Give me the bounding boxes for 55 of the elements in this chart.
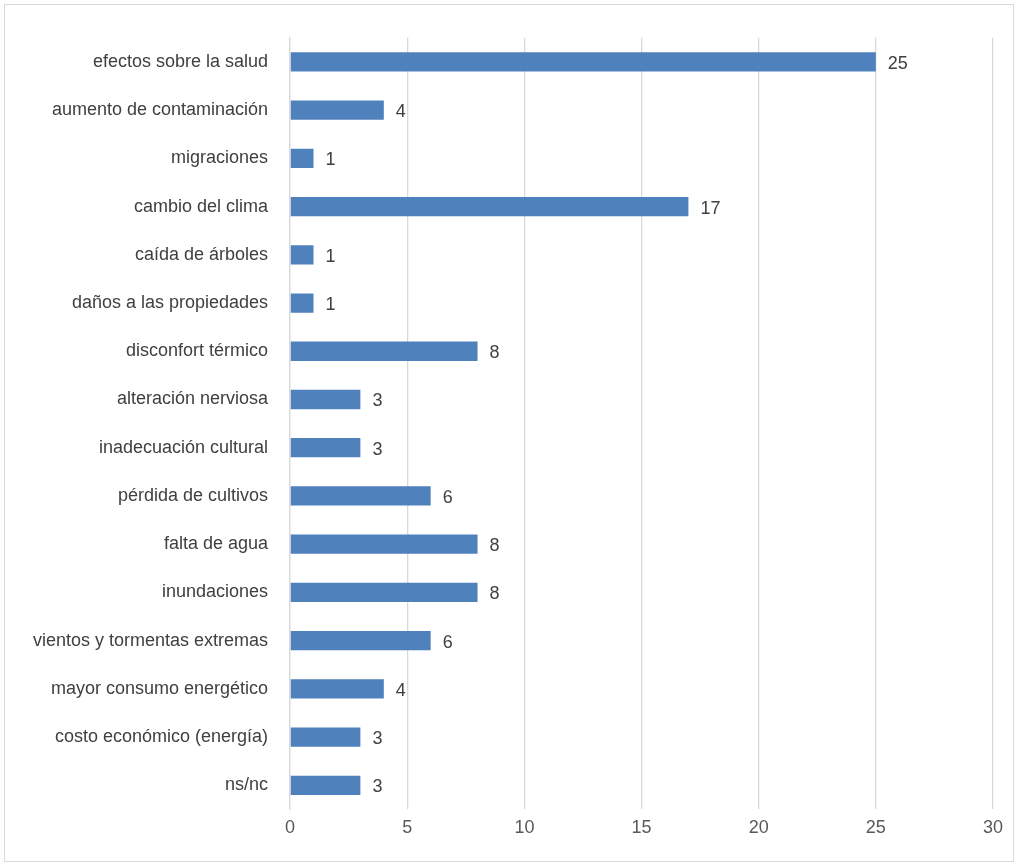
- data-label: 6: [442, 631, 453, 652]
- data-label: 8: [489, 583, 500, 604]
- x-tick-label: 0: [285, 817, 296, 838]
- y-tick-label: caída de árboles: [135, 243, 269, 264]
- bar: [290, 341, 478, 361]
- bar: [290, 775, 361, 795]
- bar: [290, 148, 314, 169]
- data-label: 25: [887, 52, 908, 73]
- data-label: 4: [395, 101, 406, 122]
- bar: [290, 534, 478, 554]
- x-tick-label: 30: [982, 817, 1004, 838]
- x-tick-label: 25: [865, 817, 886, 838]
- y-tick-label: migraciones: [171, 147, 269, 168]
- data-label: 8: [489, 535, 500, 556]
- x-tick-label: 10: [514, 817, 535, 838]
- y-tick-label: costo económico (energía): [54, 726, 269, 747]
- bar: [290, 438, 361, 458]
- y-tick-label: daños a las propiedades: [71, 292, 269, 313]
- bar: [290, 727, 361, 747]
- bar: [290, 196, 689, 217]
- y-tick-label: inadecuación cultural: [98, 436, 269, 457]
- bar: [290, 582, 478, 603]
- data-label: 3: [372, 390, 383, 411]
- y-tick-label: pérdida de cultivos: [118, 484, 269, 505]
- bar: [290, 52, 876, 72]
- x-tick-label: 15: [631, 817, 652, 838]
- bar: [290, 245, 314, 265]
- data-label: 1: [325, 294, 336, 315]
- data-label: 4: [395, 679, 406, 700]
- y-tick-label: efectos sobre la salud: [92, 50, 269, 71]
- y-tick-label: cambio del clima: [134, 195, 270, 216]
- data-label: 1: [325, 245, 336, 266]
- bar: [290, 389, 361, 410]
- data-label: 8: [489, 342, 500, 363]
- y-tick-label: aumento de contaminación: [51, 99, 269, 120]
- x-tick-label: 5: [402, 817, 413, 838]
- bar: [290, 486, 431, 506]
- y-tick-label: ns/nc: [225, 774, 269, 795]
- y-tick-label: disconfort térmico: [126, 340, 269, 361]
- y-tick-label: mayor consumo energético: [50, 677, 269, 698]
- bar: [290, 293, 314, 313]
- y-tick-label: alteración nerviosa: [117, 388, 270, 409]
- data-label: 17: [700, 197, 721, 218]
- data-label: 6: [442, 486, 453, 507]
- bar: [290, 679, 384, 699]
- y-tick-label: falta de agua: [164, 533, 270, 554]
- data-label: 3: [372, 776, 383, 797]
- x-tick-label: 20: [748, 817, 769, 838]
- data-label: 3: [372, 438, 383, 459]
- y-tick-label: vientos y tormentas extremas: [33, 629, 269, 650]
- bar: [290, 630, 431, 651]
- data-label: 1: [325, 149, 336, 170]
- bar: [290, 100, 384, 120]
- data-label: 3: [372, 728, 383, 749]
- y-tick-label: inundaciones: [162, 581, 269, 602]
